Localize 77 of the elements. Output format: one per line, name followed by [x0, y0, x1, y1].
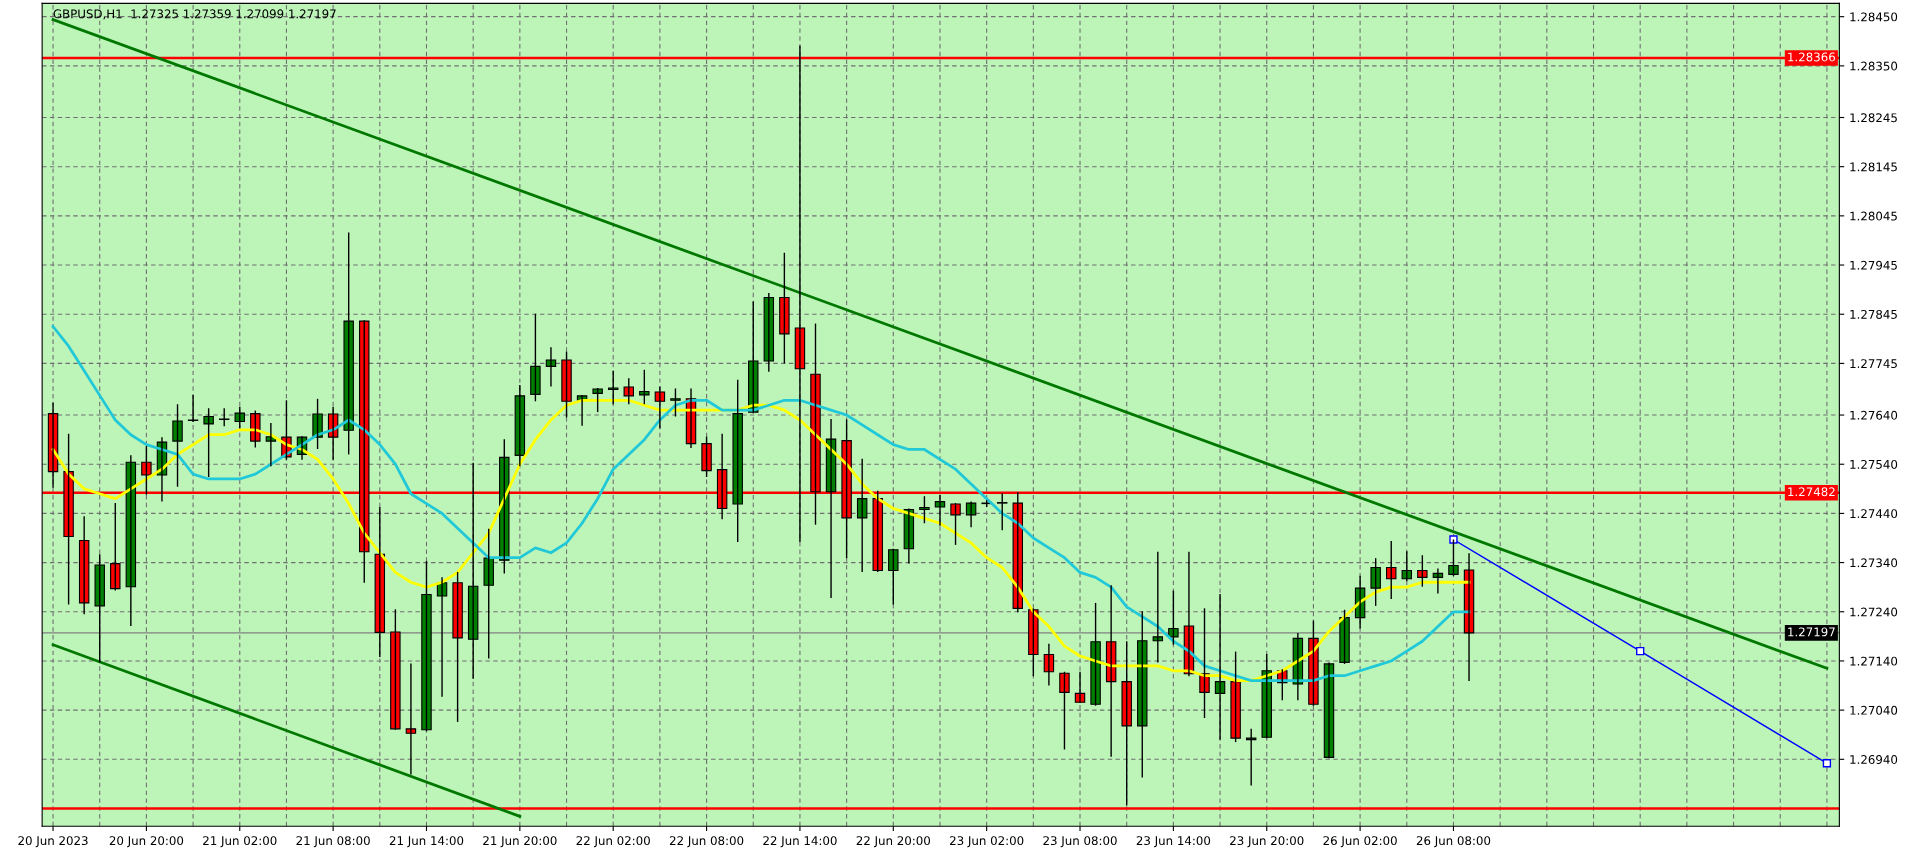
y-tick-label: 1.26940: [1850, 755, 1898, 764]
candlestick: [623, 377, 634, 405]
x-tick-label: 20 Jun 20:00: [109, 836, 184, 848]
candlestick: [110, 502, 121, 592]
candlestick: [1059, 671, 1070, 751]
x-tick-label: 23 Jun 14:00: [1136, 836, 1211, 848]
x-tick-label: 23 Jun 20:00: [1230, 836, 1304, 848]
candlestick: [1168, 589, 1179, 646]
y-tick-label: 1.27540: [1850, 459, 1898, 469]
x-tick-label: 26 Jun 02:00: [1323, 836, 1397, 848]
x-tick-label: 21 Jun 02:00: [203, 836, 277, 848]
x-tick-label: 23 Jun 02:00: [950, 836, 1024, 848]
y-tick-label: 1.28350: [1850, 61, 1898, 71]
point: [1449, 535, 1458, 544]
x-tick-label: 22 Jun 20:00: [856, 836, 931, 848]
x-tick-label: 22 Jun 14:00: [763, 836, 837, 848]
x-tick-label: 21 Jun 08:00: [296, 836, 370, 848]
ref-line-label: 1.28366: [1788, 52, 1836, 62]
candlestick: [996, 492, 1008, 531]
candlestick: [218, 407, 230, 428]
x-tick-label: 22 Jun 08:00: [669, 836, 744, 848]
candlestick: [343, 231, 354, 456]
candlestick: [452, 571, 463, 723]
candlestick: [530, 313, 541, 402]
candlestick: [561, 350, 572, 419]
candlestick: [888, 548, 899, 606]
candlestick: [607, 370, 619, 405]
y-tick-label: 1.28045: [1850, 211, 1897, 221]
candlestick: [1028, 607, 1039, 677]
x-tick-label: 22 Jun 02:00: [576, 836, 650, 848]
candlestick: [421, 560, 432, 732]
y-tick-label: 1.28245: [1850, 113, 1897, 123]
candlestick: [670, 387, 681, 418]
candlestick: [390, 608, 401, 731]
x-tick-label: 26 Jun 08:00: [1416, 836, 1491, 848]
candlestick: [732, 378, 743, 543]
candlestick: [592, 387, 603, 413]
candlestick: [1090, 602, 1101, 707]
candlestick: [950, 502, 961, 546]
y-tick-label: 1.27040: [1850, 705, 1898, 715]
ref-line-label: 1.27482: [1788, 487, 1835, 497]
y-tick-label: 1.27440: [1850, 509, 1898, 519]
point: [1822, 759, 1832, 768]
candlestick: [1417, 554, 1428, 588]
candlestick: [919, 495, 930, 524]
candlestick: [639, 369, 650, 405]
candlestick: [1448, 538, 1459, 577]
candlestick: [187, 394, 199, 423]
ref-line-label: 1.27197: [1788, 627, 1835, 637]
x-tick-label: 21 Jun 14:00: [389, 836, 464, 848]
candlestick: [234, 405, 245, 430]
y-tick-label: 1.27140: [1850, 656, 1898, 666]
candlestick: [701, 435, 712, 478]
candlestick: [1339, 609, 1350, 665]
candlestick: [1370, 557, 1381, 607]
y-tick-label: 1.27745: [1850, 359, 1897, 369]
point: [1636, 646, 1645, 656]
candlestick: [1230, 650, 1241, 743]
candlestick: [1137, 610, 1148, 779]
y-tick-label: 1.27945: [1850, 260, 1897, 270]
y-tick-label: 1.28145: [1850, 162, 1897, 172]
x-tick-label: 20 Jun 2023: [18, 836, 88, 848]
y-tick-label: 1.27340: [1850, 558, 1898, 568]
y-tick-label: 1.28450: [1850, 12, 1898, 22]
candlestick: [1401, 550, 1413, 582]
candlestick: [172, 403, 183, 488]
candlestick: [483, 527, 494, 660]
y-tick-label: 1.27845: [1850, 309, 1897, 319]
y-tick-label: 1.27640: [1850, 410, 1898, 420]
candlestick: [1386, 540, 1397, 600]
x-tick-label: 21 Jun 20:00: [483, 836, 557, 848]
line-series: [51, 325, 1471, 683]
x-tick-label: 23 Jun 08:00: [1043, 836, 1117, 848]
candlestick: [203, 407, 214, 478]
chart-title: GBPUSD,H1 1.27325 1.27359 1.27099 1.27197: [53, 9, 336, 20]
candlestick: [779, 252, 790, 365]
y-tick-label: 1.27240: [1850, 607, 1898, 617]
